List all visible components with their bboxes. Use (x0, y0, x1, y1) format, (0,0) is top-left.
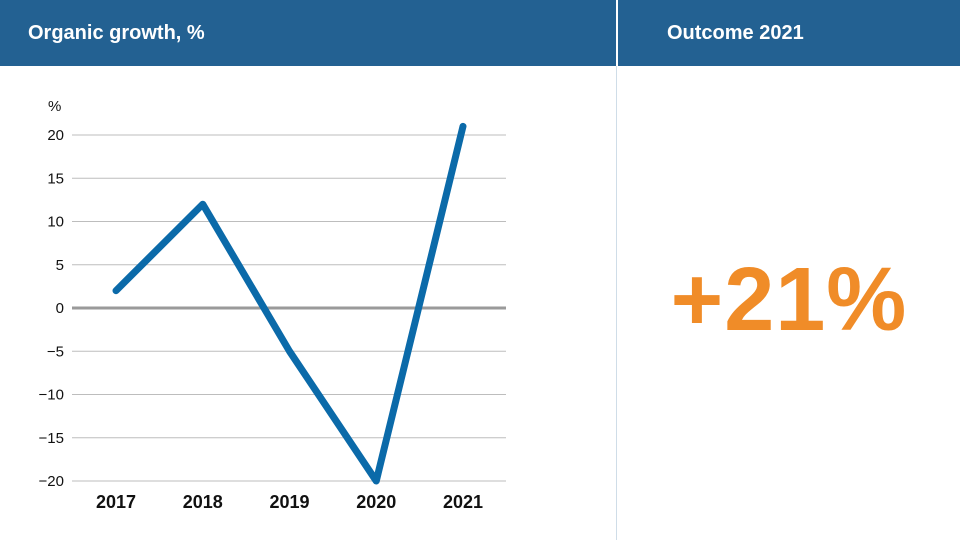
y-tick-label: 5 (56, 257, 64, 274)
chart-header: Organic growth, % (0, 0, 616, 66)
organic-growth-line (112, 122, 467, 485)
y-tick-label: −10 (39, 387, 64, 404)
y-tick-label: 0 (56, 300, 64, 317)
panel-divider (616, 66, 617, 540)
outcome-title: Outcome 2021 (667, 21, 804, 44)
y-tick-label: −15 (39, 430, 64, 447)
x-axis-labels: 2017 2018 2019 2020 2021 (96, 492, 483, 512)
x-tick-label: 2020 (356, 492, 396, 512)
y-tick-label: 10 (47, 214, 64, 231)
y-tick-label: 20 (47, 127, 64, 144)
x-tick-label: 2021 (443, 492, 483, 512)
outcome-header: Outcome 2021 (618, 0, 960, 66)
line-chart: 20 15 10 5 0 −5 −10 −15 −20 2017 2018 2019 2020 2021… (39, 98, 506, 512)
y-tick-label: −5 (47, 343, 64, 360)
series-layer (112, 122, 467, 485)
x-tick-label: 2017 (96, 492, 136, 512)
x-tick-label: 2018 (183, 492, 223, 512)
y-axis-unit-label: % (48, 98, 61, 115)
y-axis-labels: 20 15 10 5 0 −5 −10 −15 −20 (39, 127, 64, 490)
y-tick-label: −20 (39, 473, 64, 490)
y-tick-label: 15 (47, 170, 64, 187)
chart-area: 20 15 10 5 0 −5 −10 −15 −20 2017 2018 2019 2020 2021… (0, 66, 616, 540)
x-tick-label: 2019 (269, 492, 309, 512)
grid-lines (72, 134, 506, 482)
header-divider (616, 0, 618, 66)
chart-title: Organic growth, % (28, 21, 205, 44)
outcome-value: +21% (670, 250, 908, 350)
